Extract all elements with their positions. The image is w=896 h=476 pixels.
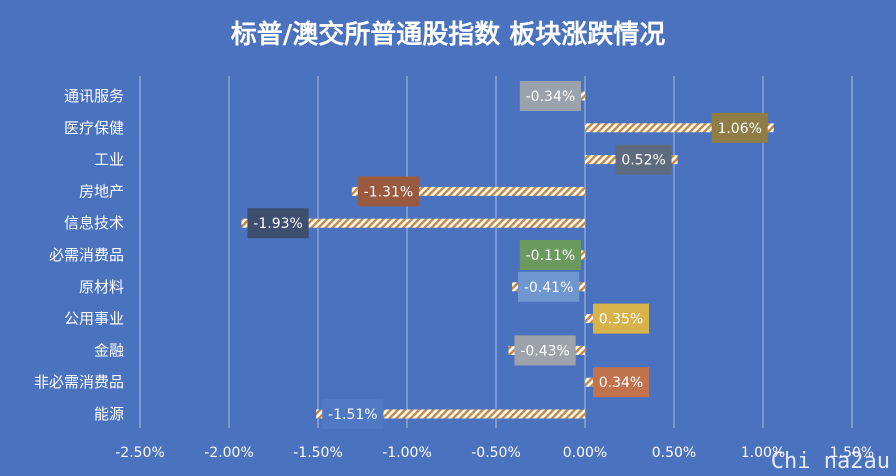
- value-label: -1.93%: [253, 216, 303, 232]
- category-label: 原材料: [79, 278, 124, 296]
- value-label: -0.11%: [526, 248, 576, 264]
- value-label: -0.43%: [520, 343, 570, 359]
- value-label: -0.34%: [526, 89, 576, 105]
- category-label: 必需消费品: [49, 246, 124, 264]
- bar: [316, 409, 585, 419]
- category-label: 医疗保健: [64, 119, 124, 137]
- category-label: 金融: [94, 341, 124, 359]
- x-tick-label: -1.50%: [293, 445, 343, 461]
- x-tick-label: 0.50%: [652, 445, 696, 461]
- category-label: 能源: [94, 405, 124, 423]
- value-label-box: [247, 208, 309, 239]
- bars: [241, 91, 774, 419]
- value-label-box: [519, 240, 581, 270]
- chart-title: 标普/澳交所普通股指数 板块涨跌情况: [231, 19, 666, 50]
- category-label: 工业: [94, 151, 124, 169]
- x-tick-label: -2.50%: [115, 445, 165, 461]
- value-label: 0.52%: [621, 153, 665, 169]
- value-label-box: [518, 271, 580, 302]
- value-label-box: [615, 144, 672, 175]
- category-label: 房地产: [79, 182, 124, 200]
- value-label: 0.35%: [599, 312, 643, 328]
- x-tick-label: 1.00%: [741, 445, 785, 461]
- category-label: 非必需消费品: [34, 373, 124, 391]
- value-label: -1.31%: [364, 184, 414, 200]
- x-tick-label: -0.50%: [471, 445, 521, 461]
- x-tick-label: 1.50%: [830, 445, 874, 461]
- x-tick-label: -2.00%: [204, 445, 254, 461]
- category-label: 公用事业: [64, 310, 124, 328]
- value-label: 1.06%: [717, 121, 761, 137]
- bar: [241, 218, 585, 228]
- watermark: Chi na2au: [770, 449, 890, 474]
- x-tick-label: -1.00%: [382, 445, 432, 461]
- value-label: -1.51%: [328, 407, 378, 423]
- value-label-box: [519, 81, 581, 111]
- value-label-box: [357, 176, 420, 207]
- value-labels: -0.34% 1.06% 0.52% -1.31% -1.93% -0.11% -0.41%…: [247, 81, 768, 429]
- value-label-box: [514, 335, 576, 366]
- value-label-box: [593, 367, 649, 398]
- category-label: 通讯服务: [64, 87, 124, 105]
- bar: [585, 123, 774, 133]
- value-label: 0.34%: [599, 375, 643, 391]
- bar: [351, 186, 585, 196]
- x-tick-label: 0.00%: [563, 445, 607, 461]
- value-label-box: [711, 112, 768, 143]
- value-label-box: [593, 303, 649, 334]
- value-label-box: [322, 399, 384, 429]
- value-label: -0.41%: [524, 280, 574, 296]
- x-tick-labels: -2.50% -2.00% -1.50% -1.00% -0.50% 0.00% 0.50%…: [115, 445, 874, 461]
- category-label: 信息技术: [64, 214, 124, 232]
